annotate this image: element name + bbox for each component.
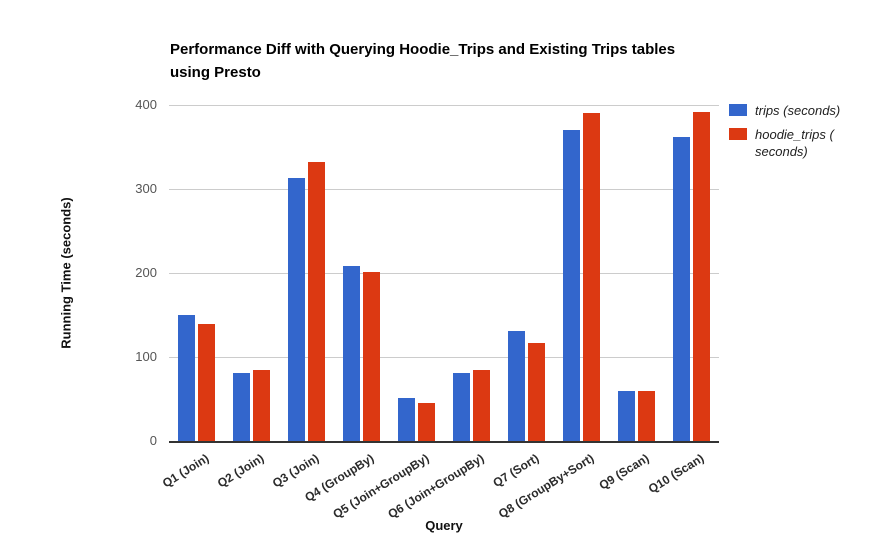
y-tick-200: 200	[135, 265, 157, 280]
bar-series1-Q1 (Join)[interactable]	[198, 324, 215, 441]
legend: trips (seconds) hoodie_trips ( seconds)	[729, 102, 879, 167]
y-tick-0: 0	[149, 433, 157, 448]
gridline-200	[169, 273, 719, 274]
bar-series0-Q3 (Join)[interactable]	[288, 178, 305, 441]
bar-series0-Q4 (GroupBy)[interactable]	[343, 266, 360, 441]
chart-title-line1: Performance Diff with Querying Hoodie_Tr…	[170, 41, 676, 58]
bar-series1-Q2 (Join)[interactable]	[253, 370, 270, 441]
chart-title: Performance Diff with Querying Hoodie_Tr…	[170, 38, 770, 84]
bar-series1-Q6 (Join+GroupBy)[interactable]	[473, 369, 490, 441]
bar-series0-Q8 (GroupBy+Sort)[interactable]	[563, 130, 580, 441]
legend-item-trips: trips (seconds)	[729, 102, 879, 119]
bar-series1-Q8 (GroupBy+Sort)[interactable]	[583, 113, 600, 441]
bar-series0-Q5 (Join+GroupBy)[interactable]	[398, 398, 415, 441]
x-tick-Q1 (Join): Q1 (Join)	[159, 451, 211, 491]
bar-series0-Q10 (Scan)[interactable]	[673, 136, 690, 441]
bar-series1-Q5 (Join+GroupBy)[interactable]	[418, 403, 435, 441]
bar-series0-Q1 (Join)[interactable]	[178, 315, 195, 441]
y-tick-400: 400	[135, 97, 157, 112]
x-tick-Q5 (Join+GroupBy): Q5 (Join+GroupBy)	[329, 451, 431, 522]
plot-area	[169, 105, 719, 443]
x-tick-Q6 (Join+GroupBy): Q6 (Join+GroupBy)	[384, 451, 486, 522]
y-tick-100: 100	[135, 349, 157, 364]
gridline-400	[169, 105, 719, 106]
bar-series0-Q9 (Scan)[interactable]	[618, 390, 635, 441]
bar-series1-Q4 (GroupBy)[interactable]	[363, 272, 380, 441]
chart-title-line2: using Presto	[170, 64, 261, 81]
legend-item-hoodie-trips: hoodie_trips ( seconds)	[729, 126, 879, 160]
x-tick-Q10 (Scan): Q10 (Scan)	[645, 451, 706, 497]
bar-series1-Q3 (Join)[interactable]	[308, 162, 325, 441]
x-tick-Q8 (GroupBy+Sort): Q8 (GroupBy+Sort)	[495, 451, 596, 521]
bar-series0-Q7 (Sort)[interactable]	[508, 330, 525, 441]
legend-label-trips: trips (seconds)	[755, 103, 841, 118]
bar-series1-Q10 (Scan)[interactable]	[693, 111, 710, 441]
y-axis-title: Running Time (seconds)	[58, 197, 74, 349]
bar-series1-Q7 (Sort)[interactable]	[528, 342, 545, 441]
gridline-100	[169, 357, 719, 358]
bar-series0-Q6 (Join+GroupBy)[interactable]	[453, 372, 470, 441]
bar-series1-Q9 (Scan)[interactable]	[638, 391, 655, 441]
legend-label-hoodie-trips: hoodie_trips ( seconds)	[755, 127, 834, 159]
x-tick-Q9 (Scan): Q9 (Scan)	[595, 451, 651, 493]
y-tick-300: 300	[135, 181, 157, 196]
bar-series0-Q2 (Join)[interactable]	[233, 372, 250, 441]
x-axis-title: Query	[425, 518, 463, 533]
x-tick-Q2 (Join): Q2 (Join)	[214, 451, 266, 491]
gridline-300	[169, 189, 719, 190]
legend-swatch-trips	[729, 104, 747, 116]
legend-swatch-hoodie-trips	[729, 128, 747, 140]
